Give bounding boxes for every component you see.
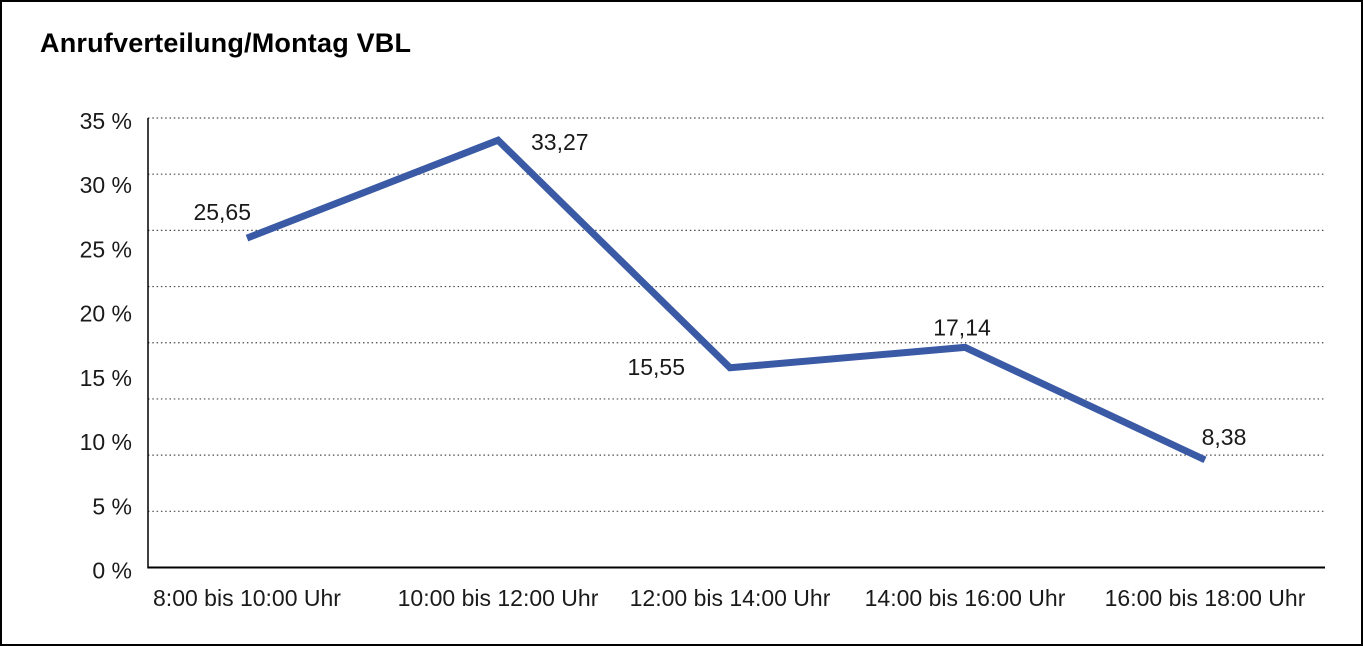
y-axis-tick-label: 0 % bbox=[92, 558, 132, 584]
chart-title: Anrufverteilung/Montag VBL bbox=[40, 28, 412, 58]
x-axis-tick-label: 12:00 bis 14:00 Uhr bbox=[630, 585, 831, 611]
y-axis-tick-label: 25 % bbox=[80, 236, 132, 262]
data-point-label: 17,14 bbox=[933, 314, 991, 340]
data-point-label: 33,27 bbox=[531, 129, 589, 155]
data-point-label: 15,55 bbox=[627, 354, 685, 380]
y-axis-tick-label: 5 % bbox=[92, 493, 132, 519]
y-axis-tick-label: 20 % bbox=[80, 301, 132, 327]
x-axis-tick-label: 8:00 bis 10:00 Uhr bbox=[153, 585, 341, 611]
y-axis-tick-label: 10 % bbox=[80, 429, 132, 455]
y-axis-tick-label: 35 % bbox=[80, 108, 132, 134]
x-axis-tick-label: 14:00 bis 16:00 Uhr bbox=[865, 585, 1066, 611]
data-point-label: 8,38 bbox=[1202, 424, 1247, 450]
x-axis-tick-label: 16:00 bis 18:00 Uhr bbox=[1105, 585, 1306, 611]
x-axis-tick-label: 10:00 bis 12:00 Uhr bbox=[398, 585, 599, 611]
y-axis-tick-label: 15 % bbox=[80, 365, 132, 391]
y-axis-tick-label: 30 % bbox=[80, 172, 132, 198]
data-line bbox=[245, 136, 1207, 464]
data-point-label: 25,65 bbox=[193, 199, 251, 225]
